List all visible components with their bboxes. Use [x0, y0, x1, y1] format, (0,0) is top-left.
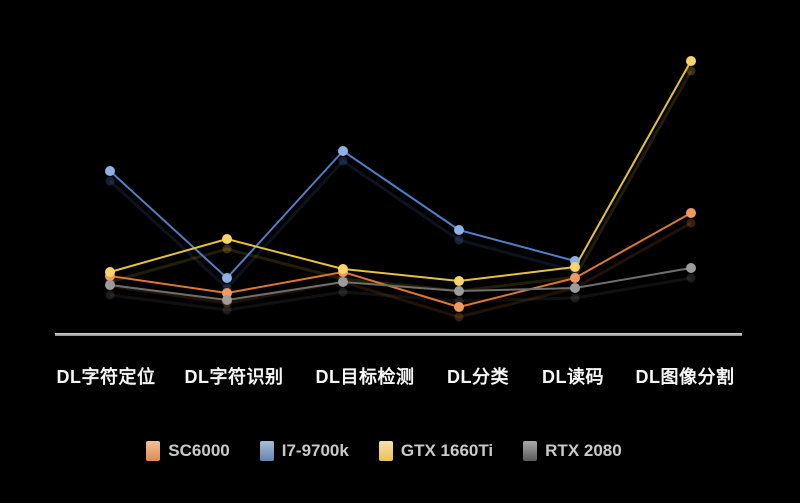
point-reflection — [105, 290, 115, 300]
point-reflection — [686, 218, 696, 228]
data-point-SC6000[interactable] — [454, 302, 464, 312]
data-point-I7-9700k[interactable] — [105, 166, 115, 176]
point-reflection — [222, 244, 232, 254]
data-point-SC6000[interactable] — [222, 288, 232, 298]
data-point-RTX 2080[interactable] — [222, 295, 232, 305]
point-reflection — [222, 305, 232, 315]
data-point-GTX 1660Ti[interactable] — [454, 276, 464, 286]
point-reflection — [338, 287, 348, 297]
data-point-GTX 1660Ti[interactable] — [105, 267, 115, 277]
series-line-SC6000 — [109, 212, 692, 308]
legend-swatch — [378, 441, 393, 461]
data-point-I7-9700k[interactable] — [338, 146, 348, 156]
series-line-I7-9700k — [109, 150, 576, 279]
legend-item-i7-9700k[interactable]: I7-9700k — [259, 441, 349, 461]
data-point-GTX 1660Ti[interactable] — [338, 264, 348, 274]
series-reflection-RTX 2080 — [109, 276, 692, 312]
data-point-I7-9700k[interactable] — [454, 225, 464, 235]
legend-item-sc6000[interactable]: SC6000 — [146, 441, 230, 461]
point-reflection — [686, 273, 696, 283]
point-reflection — [454, 235, 464, 245]
series-reflection-GTX 1660Ti — [109, 70, 693, 293]
data-point-GTX 1660Ti[interactable] — [570, 262, 580, 272]
series-line-RTX 2080 — [109, 267, 692, 301]
data-point-SC6000[interactable] — [570, 273, 580, 283]
legend-item-rtx-2080[interactable]: RTX 2080 — [523, 441, 622, 461]
data-point-I7-9700k[interactable] — [222, 273, 232, 283]
legend-swatch — [259, 441, 274, 461]
data-point-RTX 2080[interactable] — [105, 280, 115, 290]
point-reflection — [570, 293, 580, 303]
data-point-RTX 2080[interactable] — [338, 277, 348, 287]
data-point-GTX 1660Ti[interactable] — [222, 234, 232, 244]
legend-item-gtx-1660ti[interactable]: GTX 1660Ti — [378, 441, 494, 461]
legend-label: I7-9700k — [281, 441, 349, 460]
legend-label: GTX 1660Ti — [400, 441, 494, 460]
data-point-GTX 1660Ti[interactable] — [686, 56, 696, 66]
point-reflection — [105, 176, 115, 186]
data-point-RTX 2080[interactable] — [686, 263, 696, 273]
legend-label: RTX 2080 — [545, 441, 622, 460]
series-reflection-SC6000 — [109, 221, 692, 319]
point-reflection — [338, 156, 348, 166]
series-reflection-I7-9700k — [108, 159, 576, 291]
point-reflection — [686, 66, 696, 76]
data-point-SC6000[interactable] — [686, 208, 696, 218]
legend-label: SC6000 — [168, 441, 230, 460]
data-point-RTX 2080[interactable] — [454, 286, 464, 296]
series-line-GTX 1660Ti — [109, 60, 692, 282]
point-reflection — [454, 312, 464, 322]
x-axis-line — [55, 333, 742, 336]
legend: SC6000 I7-9700k GTX 1660Ti RTX 2080 — [0, 441, 784, 461]
data-point-RTX 2080[interactable] — [570, 283, 580, 293]
legend-swatch — [523, 441, 538, 461]
legend-swatch — [146, 441, 161, 461]
